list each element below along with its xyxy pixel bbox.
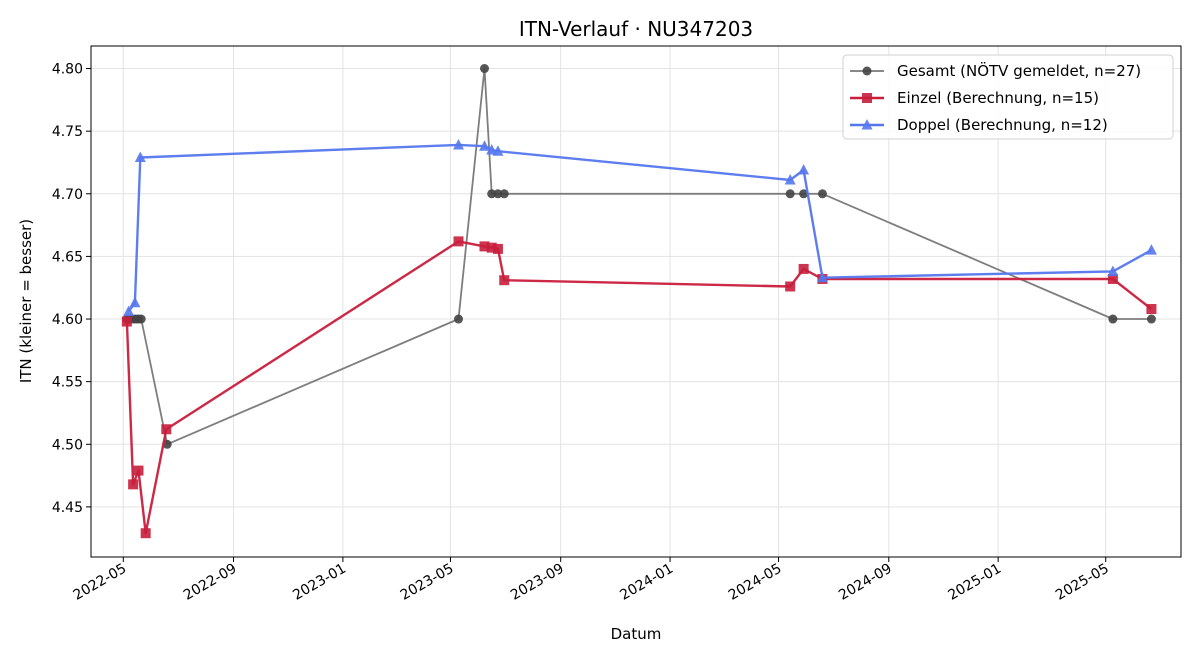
data-point [140,528,151,539]
data-point [1145,244,1157,255]
data-point [479,241,490,252]
chart-title: ITN-Verlauf · NU347203 [519,17,753,41]
legend-item-einzel: Einzel (Berechnung, n=15) [850,89,1099,107]
legend: Gesamt (NÖTV gemeldet, n=27) Einzel (Bere… [842,54,1174,140]
legend-box [842,54,1174,140]
data-point [499,275,510,286]
data-point [123,305,135,317]
y-tick-label: 4.70 [52,187,83,203]
data-point [121,316,132,327]
x-tick-label: 2022-05 [71,561,130,604]
data-point [1107,265,1119,276]
data-point [480,64,490,74]
data-point [1108,314,1118,324]
data-point [817,189,827,199]
x-tick-label: 2024-01 [617,561,676,604]
legend-label: Doppel (Berechnung, n=12) [897,116,1108,134]
data-point [816,271,828,283]
data-point [133,465,144,476]
data-point [453,236,464,247]
x-tick-label: 2023-01 [290,561,349,604]
y-tick-label: 4.80 [52,62,83,78]
data-point [499,189,509,199]
data-point [487,189,497,199]
data-point [486,143,498,155]
data-point [1146,304,1157,315]
axis-ticks: 4.45 4.50 4.55 4.60 4.65 4.70 4.75 4.80 2022-05 2… [52,62,1112,604]
data-point [128,479,139,490]
y-axis-title: ITN (kleiner = besser) [17,219,35,383]
x-tick-label: 2022-09 [181,561,240,604]
series-doppel [123,138,1157,317]
data-point [492,145,504,156]
legend-marker [862,93,872,103]
legend-item-gesamt: Gesamt (NÖTV gemeldet, n=27) [850,61,1141,80]
y-tick-label: 4.45 [52,500,83,516]
y-tick-label: 4.65 [52,249,83,265]
data-point [492,243,503,254]
data-point [453,138,465,150]
x-tick-label: 2025-05 [1053,561,1112,604]
x-tick-label: 2023-09 [508,561,567,604]
data-point [479,140,491,151]
data-point [784,174,796,185]
x-tick-label: 2024-05 [726,561,785,604]
legend-label: Einzel (Berechnung, n=15) [897,89,1099,107]
legend-item-doppel: Doppel (Berechnung, n=12) [850,116,1108,134]
data-point [1107,273,1118,284]
data-point [798,263,809,274]
legend-label: Gesamt (NÖTV gemeldet, n=27) [897,61,1141,80]
series-einzel [121,236,1157,539]
y-tick-label: 4.50 [52,437,83,453]
plot-frame [90,45,1182,558]
y-tick-label: 4.55 [52,375,83,391]
legend-marker [861,119,873,130]
data-point [129,296,141,308]
data-point [161,424,172,435]
data-point [136,314,146,324]
series-layer [121,64,1157,539]
x-tick-label: 2023-05 [398,561,457,604]
x-axis-title: Datum [611,625,662,643]
data-point [785,189,795,199]
data-point [486,242,497,253]
data-point [454,314,464,324]
data-point [785,281,796,292]
y-tick-label: 4.75 [52,124,83,140]
data-point [799,189,809,199]
legend-marker [862,66,872,76]
data-point [134,151,146,162]
y-tick-label: 4.60 [52,312,83,328]
data-point [493,189,503,199]
x-tick-label: 2024-09 [836,561,895,604]
x-tick-label: 2025-01 [945,561,1004,604]
data-point [1146,314,1156,324]
data-point [798,163,810,175]
